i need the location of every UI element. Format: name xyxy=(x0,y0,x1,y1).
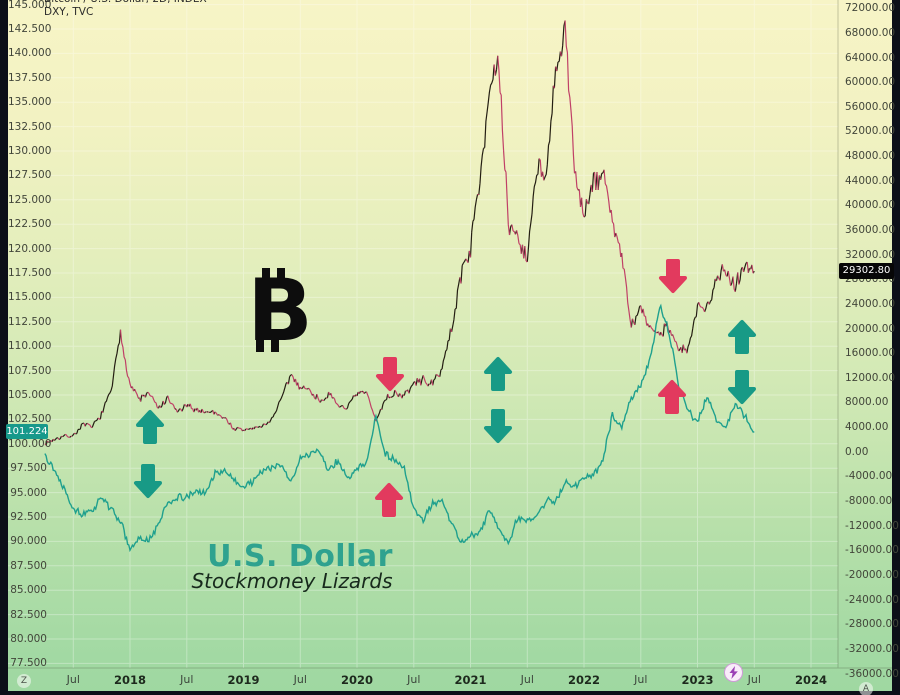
time-axis-tick-label: Jul xyxy=(293,673,307,686)
time-axis-tick-label: 2019 xyxy=(227,673,260,687)
time-axis-tick-label: 2022 xyxy=(567,673,601,687)
left-axis-tick-label: 97.500 xyxy=(10,462,47,475)
left-axis-tick-label: 102.500 xyxy=(8,413,52,426)
left-axis-tick-label: 90.000 xyxy=(10,535,47,548)
left-axis-tick-label: 142.500 xyxy=(8,23,52,35)
right-axis-tick-label: 72000.00 xyxy=(845,2,896,15)
time-axis-tick-label: 2021 xyxy=(454,673,487,687)
right-axis-tick-label: 4000.00 xyxy=(845,421,889,434)
right-axis-tick-label: 60000.00 xyxy=(845,76,896,89)
left-axis-tick-label: 137.500 xyxy=(8,71,52,84)
left-axis-tick-label: 115.000 xyxy=(8,291,52,304)
right-axis-tick-label: 16000.00 xyxy=(845,347,896,360)
left-axis-tick-label: 105.000 xyxy=(8,389,52,401)
left-axis-tick-label: 85.000 xyxy=(10,584,47,597)
time-axis-tick-label: Jul xyxy=(407,673,421,686)
left-axis-tick-label: 82.500 xyxy=(10,608,47,621)
right-axis-tick-label: 52000.00 xyxy=(845,125,896,138)
right-axis-tick-label: 36000.00 xyxy=(845,223,896,236)
time-axis-tick-label: 2023 xyxy=(681,673,714,687)
right-axis-tick-label: -8000.00 xyxy=(845,495,893,507)
left-axis-tick-label: 110.000 xyxy=(8,340,52,353)
left-axis-tick-label: 125.000 xyxy=(8,193,52,206)
right-axis-tick-label: 48000.00 xyxy=(845,150,896,162)
time-axis-tick-label: Jul xyxy=(747,673,761,686)
lightning-bolt-icon xyxy=(729,666,738,679)
symbol-legend-overlay[interactable]: DXY, TVC xyxy=(44,6,94,18)
left-axis-tick-label: 107.500 xyxy=(8,364,52,377)
instant-trading-button[interactable] xyxy=(724,663,743,682)
right-axis-tick-label: -28000.00 xyxy=(845,618,899,631)
left-axis-tick-label: 92.500 xyxy=(10,511,47,523)
left-axis-tick-label: 87.500 xyxy=(10,559,47,572)
left-axis-tick-label: 100.000 xyxy=(8,437,52,450)
right-axis-tick-label: -36000.00 xyxy=(845,667,899,680)
left-axis-tick-label: 80.000 xyxy=(10,633,47,645)
right-axis-tick-label: 64000.00 xyxy=(845,51,896,64)
right-axis-tick-label: 40000.00 xyxy=(845,199,896,212)
chart-pane[interactable] xyxy=(8,0,838,668)
left-axis-tick-label: 132.500 xyxy=(8,120,52,133)
time-axis-tick-label: Jul xyxy=(180,673,194,686)
time-axis-tick-label: 2020 xyxy=(340,673,374,687)
right-axis-tick-label: 20000.00 xyxy=(845,322,896,335)
time-axis-tick-label: Jul xyxy=(634,673,648,686)
credit-watermark: Stockmoney Lizards xyxy=(191,569,393,593)
left-axis-tick-label: 135.000 xyxy=(8,96,52,109)
right-axis-tick-label: -4000.00 xyxy=(845,470,893,483)
time-axis-tick-label: 2024 xyxy=(794,673,828,687)
right-axis-tick-label: 44000.00 xyxy=(845,174,896,187)
right-axis-tick-label: -24000.00 xyxy=(845,593,899,606)
right-axis-tick-label: -12000.00 xyxy=(845,519,899,532)
left-axis-tick-label: 120.000 xyxy=(8,242,52,255)
left-axis-tick-label: 95.000 xyxy=(10,486,47,499)
left-axis-tick-label: 117.500 xyxy=(8,267,52,279)
right-axis-tick-label: -32000.00 xyxy=(845,642,899,655)
btc-current-price-label: 29302.80 xyxy=(839,263,894,279)
left-axis-tick-label: 145.000 xyxy=(8,0,52,11)
left-axis-tick-label: 112.500 xyxy=(8,315,52,328)
time-axis-tick-label: Jul xyxy=(66,673,80,686)
right-axis-tick-label: 68000.00 xyxy=(845,26,896,39)
left-axis-tick-label: 130.000 xyxy=(8,145,52,157)
dxy-current-price-label: 101.224 xyxy=(6,424,48,439)
right-axis-tick-label: 8000.00 xyxy=(845,396,889,409)
right-axis-tick-label: -20000.00 xyxy=(845,568,899,581)
right-axis-tick-label: 24000.00 xyxy=(845,297,896,310)
time-axis-tick-label: 2018 xyxy=(113,673,147,687)
left-axis-tick-label: 122.500 xyxy=(8,218,52,231)
timezone-button[interactable]: Z xyxy=(17,674,31,688)
right-axis-tick-label: 12000.00 xyxy=(845,371,896,384)
right-axis-tick-label: 56000.00 xyxy=(845,100,896,113)
left-axis-tick-label: 77.500 xyxy=(10,657,47,670)
right-axis-tick-label: -16000.00 xyxy=(845,544,899,557)
right-axis-tick-label: 0.00 xyxy=(845,445,869,458)
right-axis-tick-label: 32000.00 xyxy=(845,248,896,261)
left-axis-tick-label: 140.000 xyxy=(8,47,52,60)
time-axis-tick-label: Jul xyxy=(520,673,534,686)
autofit-scale-button[interactable]: A xyxy=(859,682,873,695)
left-axis-tick-label: 127.500 xyxy=(8,169,52,182)
symbol-legend-main[interactable]: Bitcoin / U.S. Dollar, 2D, INDEX xyxy=(44,0,207,6)
